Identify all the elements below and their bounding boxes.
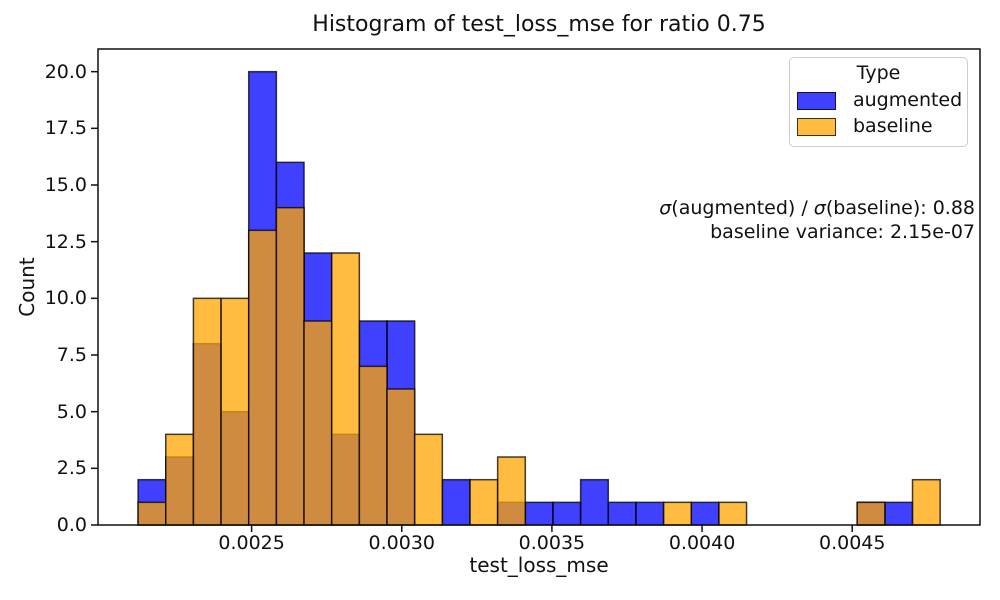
sigma-ratio-text: σ(augmented) / σ(baseline): 0.88 [659,197,975,219]
x-tick-label: 0.0025 [218,532,285,554]
legend-item-augmented: augmented [797,91,967,110]
histogram-bar-baseline [247,229,278,526]
histogram-bar-baseline [413,433,444,526]
legend-label-augmented: augmented [853,89,963,111]
y-tick-label: 17.5 [44,117,87,140]
y-axis-label: Count [15,257,39,317]
histogram-bar-baseline [496,456,527,526]
histogram-bar-baseline [911,478,941,526]
histogram-bar-augmented [635,501,665,526]
histogram-bar-baseline [220,297,250,526]
histogram-bar-augmented [607,501,637,526]
histogram-bar-baseline [192,297,222,526]
x-tick-label: 0.0040 [668,532,736,554]
sigma-symbol: σ [813,197,826,219]
histogram-bar-augmented [579,478,610,526]
legend-swatch-augmented [797,91,836,110]
legend-swatch-baseline [797,117,836,136]
histogram-bar-baseline [275,206,305,526]
histogram-bar-augmented [884,501,914,526]
histogram-bar-baseline [165,433,195,526]
y-tick-label: 15.0 [44,174,87,196]
y-tick-label: 20.0 [44,60,87,83]
histogram-bar-baseline [718,501,748,526]
histogram-bar-baseline [303,320,333,526]
histogram-bar-baseline [386,388,416,526]
y-tick-label: 12.5 [44,230,87,253]
histogram-bar-baseline [137,501,167,526]
y-tick-label: 10.0 [44,287,87,310]
baseline-variance-text: baseline variance: 2.15e-07 [710,221,975,243]
histogram-bar-augmented [441,478,471,526]
y-tick-label: 2.5 [56,457,87,480]
histogram-bar-augmented [552,501,582,526]
x-tick-label: 0.0035 [518,532,586,554]
plot-frame [97,48,981,526]
stats-annotation: σ(augmented) / σ(baseline): 0.88 baselin… [659,196,975,244]
y-tick-label: 5.0 [56,400,87,423]
histogram-bar-augmented [690,501,720,526]
histogram-bar-baseline [469,478,499,526]
x-axis-label: test_loss_mse [469,553,609,577]
chart-title: Histogram of test_loss_mse for ratio 0.7… [312,12,766,37]
legend-title: Type [856,62,901,84]
sigma-symbol: σ [659,197,672,219]
histogram-bar-augmented [524,501,554,526]
legend-label-baseline: baseline [853,115,933,137]
x-tick-label: 0.0030 [368,532,435,554]
histogram-bar-baseline [358,365,388,526]
histogram-bar-baseline [856,501,886,526]
y-tick-label: 7.5 [56,344,87,366]
histogram-bar-baseline [662,501,693,526]
legend: Type augmented baseline [789,57,968,147]
x-tick-label: 0.0045 [818,532,886,554]
legend-item-baseline: baseline [797,117,967,136]
histogram-bar-baseline [330,252,361,526]
y-tick-label: 0.0 [56,514,87,536]
